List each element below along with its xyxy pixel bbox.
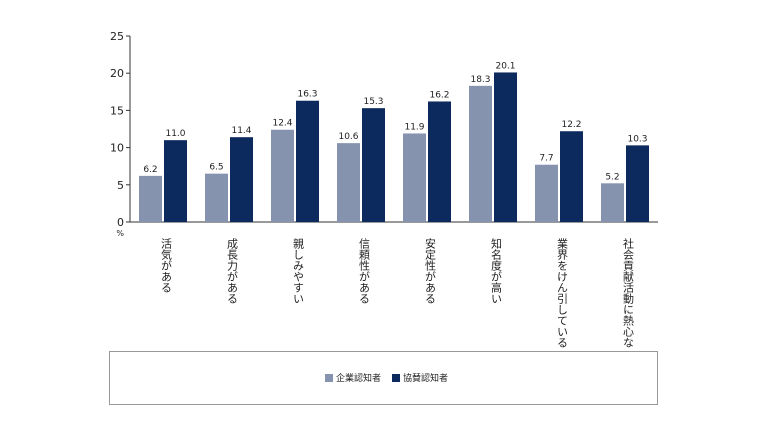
bars xyxy=(139,72,649,223)
legend: 企業認知者 協賛認知者 xyxy=(109,351,658,405)
bar xyxy=(164,140,187,222)
y-tick-label: 15 xyxy=(110,104,124,117)
category-label: 業界をけん引している xyxy=(556,238,569,348)
bar xyxy=(403,133,426,222)
data-label: 10.3 xyxy=(627,134,647,144)
legend-box xyxy=(109,351,658,405)
bar xyxy=(296,100,319,222)
data-label: 6.5 xyxy=(209,163,223,173)
y-tick-label: 20 xyxy=(110,67,124,80)
category-label: 知名度が高い xyxy=(490,237,503,304)
data-label: 11.9 xyxy=(404,122,424,132)
category-label: 安定性がある xyxy=(424,237,437,304)
legend-swatch xyxy=(392,374,400,382)
data-labels: 6.2 11.0 6.5 11.4 12.4 16.3 10.6 15.3 11.9 16.2 18… xyxy=(143,61,647,182)
bar xyxy=(362,108,385,222)
bar xyxy=(535,164,558,222)
bar xyxy=(601,183,624,222)
bar xyxy=(469,85,492,223)
y-tick-label: 10 xyxy=(110,142,124,155)
data-label: 12.2 xyxy=(561,120,581,130)
y-unit-label: % xyxy=(116,229,124,238)
bar xyxy=(494,72,517,223)
data-label: 11.4 xyxy=(231,126,251,136)
data-label: 11.0 xyxy=(165,129,185,139)
category-label: 社会貢献活動に熱心な xyxy=(622,237,635,348)
data-label: 16.2 xyxy=(429,90,449,100)
bar xyxy=(428,101,451,222)
bar xyxy=(230,137,253,222)
bar xyxy=(139,175,162,222)
data-label: 6.2 xyxy=(143,165,157,175)
category-label: 信頼性がある xyxy=(358,238,371,304)
category-label: 親しみやすい xyxy=(292,238,305,304)
bar xyxy=(560,131,583,222)
y-tick-label: 5 xyxy=(117,179,124,192)
data-label: 10.6 xyxy=(338,132,358,142)
y-tick-label: 25 xyxy=(110,30,124,43)
bar xyxy=(271,129,294,222)
data-label: 16.3 xyxy=(297,90,317,100)
data-label: 12.4 xyxy=(272,119,292,129)
data-label: 15.3 xyxy=(363,97,383,107)
legend-swatch xyxy=(325,374,333,382)
legend-label: 協賛認知者 xyxy=(403,372,448,384)
data-label: 20.1 xyxy=(495,61,515,71)
category-labels: 活気がある 成長力がある 親しみやすい 信頼性がある 安定性がある 知名度が高い 業界をけん… xyxy=(160,237,635,348)
data-label: 7.7 xyxy=(539,154,553,164)
data-label: 18.3 xyxy=(470,75,490,85)
y-tick-label: 0 xyxy=(117,216,124,229)
bar xyxy=(626,145,649,222)
category-label: 成長力がある xyxy=(226,238,239,304)
legend-label: 企業認知者 xyxy=(336,372,381,384)
data-label: 5.2 xyxy=(605,172,619,182)
bar xyxy=(337,143,360,222)
category-label: 活気がある xyxy=(160,238,173,293)
bar xyxy=(205,173,228,222)
